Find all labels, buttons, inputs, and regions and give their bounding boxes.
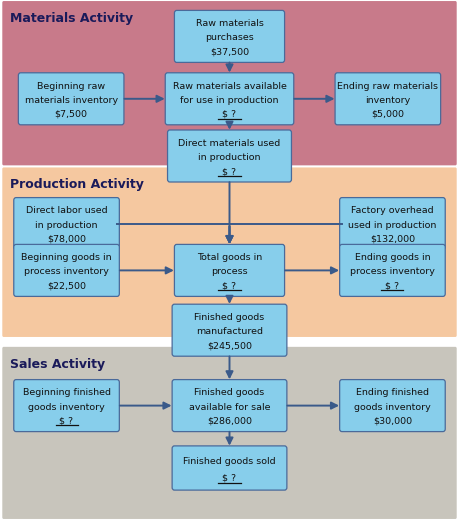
Text: Ending raw materials: Ending raw materials [337, 82, 438, 90]
Text: $ ?: $ ? [223, 474, 236, 483]
Text: $245,500: $245,500 [207, 341, 252, 350]
FancyBboxPatch shape [168, 130, 291, 182]
Text: $78,000: $78,000 [47, 235, 86, 244]
Text: $30,000: $30,000 [373, 417, 412, 426]
Text: Direct materials used: Direct materials used [179, 139, 280, 148]
Text: $ ?: $ ? [223, 110, 236, 119]
Text: Beginning raw: Beginning raw [37, 82, 105, 90]
FancyBboxPatch shape [18, 73, 124, 125]
FancyBboxPatch shape [165, 73, 294, 125]
Text: $ ?: $ ? [60, 417, 73, 426]
FancyBboxPatch shape [14, 244, 119, 296]
FancyBboxPatch shape [335, 73, 441, 125]
Text: Raw materials available: Raw materials available [173, 82, 286, 90]
Text: in production: in production [35, 220, 98, 229]
Text: goods inventory: goods inventory [354, 402, 431, 411]
Text: Finished goods sold: Finished goods sold [183, 457, 276, 466]
Text: $ ?: $ ? [386, 281, 399, 291]
Text: Factory overhead: Factory overhead [351, 206, 434, 215]
FancyBboxPatch shape [172, 446, 287, 490]
Text: $132,000: $132,000 [370, 235, 415, 244]
FancyBboxPatch shape [172, 304, 287, 356]
Text: Ending finished: Ending finished [356, 388, 429, 397]
Text: manufactured: manufactured [196, 327, 263, 336]
FancyBboxPatch shape [174, 244, 285, 296]
Text: Beginning finished: Beginning finished [22, 388, 111, 397]
FancyBboxPatch shape [172, 380, 287, 432]
FancyBboxPatch shape [174, 10, 285, 62]
Text: Raw materials: Raw materials [196, 19, 263, 28]
Text: process: process [211, 267, 248, 276]
Text: $22,500: $22,500 [47, 281, 86, 291]
Text: used in production: used in production [348, 220, 437, 229]
Text: process inventory: process inventory [350, 267, 435, 276]
Text: Production Activity: Production Activity [10, 178, 144, 191]
Text: for use in production: for use in production [180, 96, 279, 105]
Text: available for sale: available for sale [189, 402, 270, 411]
Text: Ending goods in: Ending goods in [355, 253, 430, 262]
FancyBboxPatch shape [340, 244, 445, 296]
Text: $ ?: $ ? [223, 167, 236, 176]
Text: Direct labor used: Direct labor used [26, 206, 107, 215]
Text: process inventory: process inventory [24, 267, 109, 276]
Text: goods inventory: goods inventory [28, 402, 105, 411]
FancyBboxPatch shape [14, 380, 119, 432]
Text: $7,500: $7,500 [55, 110, 88, 119]
Text: $ ?: $ ? [223, 281, 236, 291]
Text: purchases: purchases [205, 33, 254, 42]
Text: $286,000: $286,000 [207, 417, 252, 426]
FancyBboxPatch shape [2, 347, 457, 519]
Text: Total goods in: Total goods in [197, 253, 262, 262]
FancyBboxPatch shape [14, 198, 119, 250]
Text: $5,000: $5,000 [371, 110, 404, 119]
Text: in production: in production [198, 153, 261, 162]
Text: Sales Activity: Sales Activity [10, 358, 105, 371]
Text: $37,500: $37,500 [210, 47, 249, 57]
FancyBboxPatch shape [340, 380, 445, 432]
Text: Finished goods: Finished goods [194, 313, 265, 322]
Text: Beginning goods in: Beginning goods in [21, 253, 112, 262]
FancyBboxPatch shape [340, 198, 445, 250]
Text: inventory: inventory [365, 96, 410, 105]
FancyBboxPatch shape [2, 167, 457, 337]
Text: materials inventory: materials inventory [25, 96, 118, 105]
Text: Materials Activity: Materials Activity [10, 12, 133, 25]
FancyBboxPatch shape [2, 1, 457, 165]
Text: Finished goods: Finished goods [194, 388, 265, 397]
